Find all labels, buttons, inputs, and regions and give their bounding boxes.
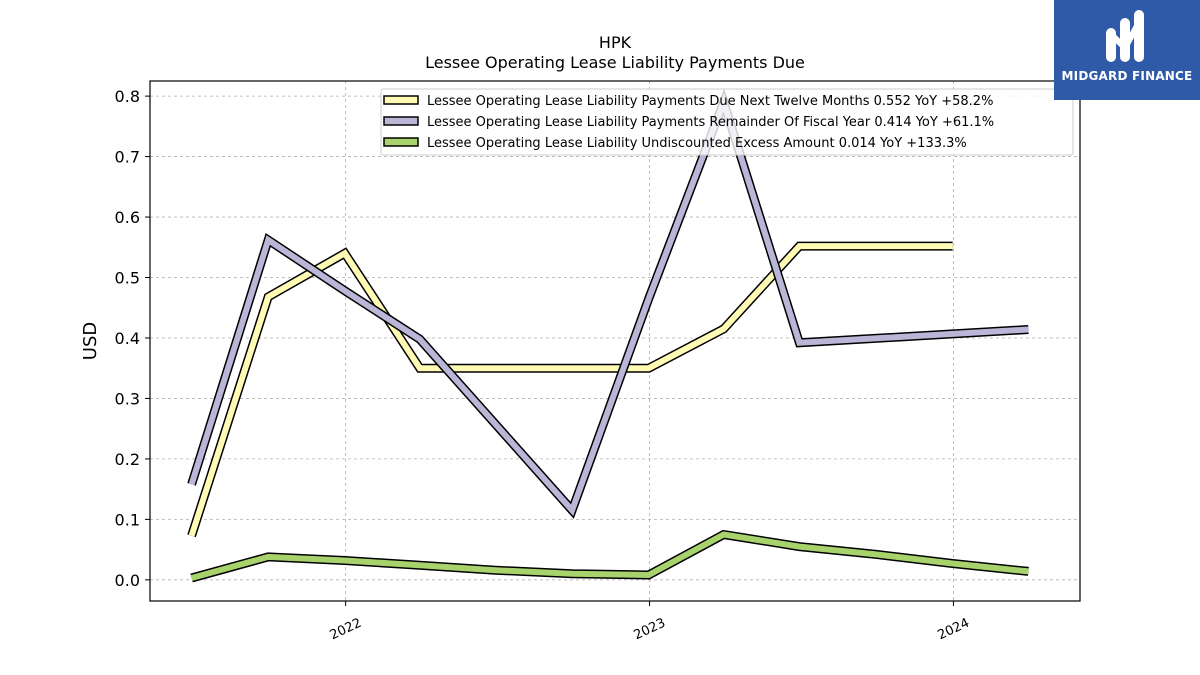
series-line-3	[190, 531, 1029, 581]
y-tick-label: 0.7	[115, 148, 140, 167]
legend-entry: Lessee Operating Lease Liability Payment…	[427, 94, 993, 109]
plot-frame	[149, 80, 1081, 602]
series-line-1	[188, 243, 953, 537]
brand-logo: MIDGARD FINANCE	[1054, 0, 1200, 100]
series-outline-2	[187, 88, 1029, 519]
grid-lines	[150, 81, 1080, 601]
chart-title: HPK	[599, 33, 632, 52]
x-axis: 2022 2023 2024	[328, 601, 972, 643]
chart-subtitle: Lessee Operating Lease Liability Payment…	[425, 53, 805, 72]
series-outline-1	[187, 241, 953, 538]
legend-swatch	[383, 137, 419, 147]
legend: Lessee Operating Lease Liability Payment…	[380, 88, 1074, 156]
x-tick-label: 2023	[632, 616, 668, 644]
legend-swatch	[383, 116, 419, 126]
x-tick-label: 2024	[935, 616, 971, 644]
series-line-2	[188, 93, 1029, 517]
y-axis: 0.0 0.1 0.2 0.3 0.4 0.5 0.6 0.7 0.8	[115, 87, 150, 590]
legend-box	[380, 88, 1074, 156]
y-tick-label: 0.3	[115, 389, 140, 408]
y-tick-label: 0.8	[115, 87, 140, 106]
brand-name: MIDGARD FINANCE	[1061, 69, 1193, 83]
y-tick-label: 0.2	[115, 450, 140, 469]
y-tick-label: 0.5	[115, 269, 140, 288]
midgard-m-logo-icon	[1106, 10, 1144, 62]
y-tick-label: 0.6	[115, 208, 140, 227]
y-axis-label: USD	[80, 322, 101, 360]
y-tick-label: 0.0	[115, 571, 140, 590]
y-tick-label: 0.1	[115, 510, 140, 529]
y-tick-label: 0.4	[115, 329, 140, 348]
legend-entry: Lessee Operating Lease Liability Payment…	[427, 115, 994, 130]
x-tick-label: 2022	[328, 616, 364, 644]
legend-swatch	[383, 95, 419, 105]
series-layer	[187, 88, 1029, 583]
legend-entry: Lessee Operating Lease Liability Undisco…	[427, 136, 967, 151]
